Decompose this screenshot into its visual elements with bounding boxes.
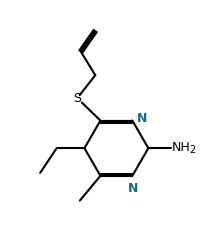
- Text: N: N: [128, 183, 139, 195]
- Text: NH: NH: [172, 141, 191, 154]
- Text: N: N: [137, 112, 147, 125]
- Text: S: S: [73, 92, 81, 105]
- Text: 2: 2: [190, 145, 196, 155]
